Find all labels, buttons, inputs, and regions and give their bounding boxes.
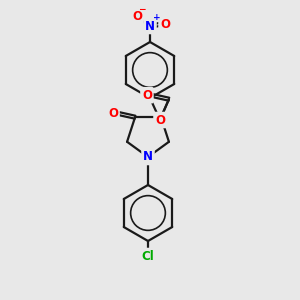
- Text: N: N: [143, 151, 153, 164]
- Text: +: +: [153, 13, 161, 22]
- Text: O: O: [142, 89, 152, 102]
- Text: O: O: [160, 17, 170, 31]
- Text: O: O: [155, 113, 165, 127]
- Text: Cl: Cl: [142, 250, 154, 262]
- Text: O: O: [132, 11, 142, 23]
- Text: −: −: [138, 5, 146, 14]
- Text: N: N: [145, 20, 155, 32]
- Text: O: O: [108, 107, 118, 120]
